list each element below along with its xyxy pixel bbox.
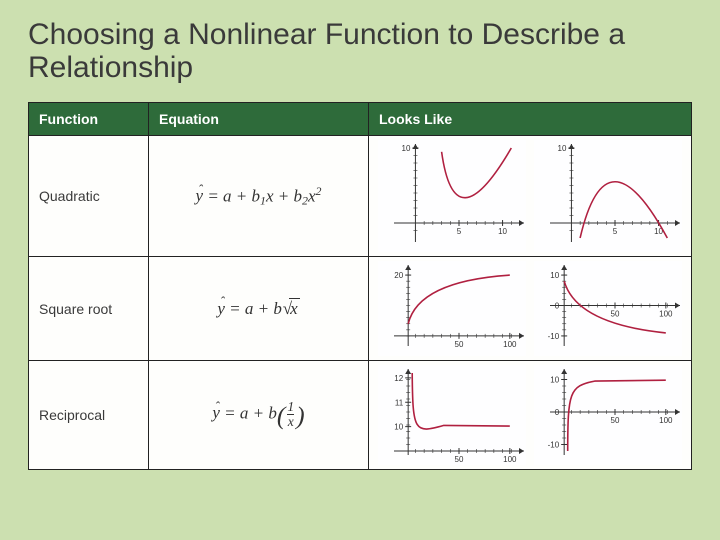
equation-reciprocal: y = a + b(1x) — [149, 361, 369, 470]
svg-text:100: 100 — [503, 455, 517, 464]
svg-text:-10: -10 — [548, 441, 560, 450]
functions-table: Function Equation Looks Like Quadratic y… — [28, 102, 692, 470]
svg-text:100: 100 — [659, 310, 673, 319]
fn-name-quadratic: Quadratic — [29, 136, 149, 257]
fn-name-sqrt: Square root — [29, 257, 149, 361]
table-row: Reciprocal y = a + b(1x) 50100101112 501… — [29, 361, 692, 470]
svg-text:10: 10 — [550, 271, 559, 280]
page-title: Choosing a Nonlinear Function to Describ… — [28, 18, 692, 84]
svg-text:0: 0 — [555, 408, 560, 417]
svg-text:10: 10 — [394, 423, 403, 432]
fn-name-reciprocal: Reciprocal — [29, 361, 149, 470]
svg-text:5: 5 — [457, 227, 462, 236]
equation-sqrt: y = a + bx — [149, 257, 369, 361]
table-row: Square root y = a + bx 50 100 20 50 100 -10 0… — [29, 257, 692, 361]
svg-text:10: 10 — [558, 144, 567, 153]
chart-quad-down: 51010 — [534, 140, 682, 252]
chart-quad-up: 5 10 10 — [378, 140, 526, 252]
svg-text:11: 11 — [395, 398, 404, 407]
chart-recip-left: 50 100 10 11 12 — [378, 365, 526, 465]
svg-text:10: 10 — [402, 144, 411, 153]
svg-text:20: 20 — [394, 271, 403, 280]
svg-text:10: 10 — [498, 227, 507, 236]
equation-quadratic: y = a + b1x + b2x2 — [149, 136, 369, 257]
chart-sqrt-dec: 50 100 -10 0 10 — [534, 261, 682, 356]
charts-quadratic: 5 10 10 5 10 10 — [369, 136, 692, 257]
chart-recip-right: 50 100 -10 0 10 — [534, 365, 682, 465]
svg-text:100: 100 — [659, 416, 673, 425]
chart-sqrt-inc: 50 100 20 — [378, 261, 526, 356]
col-equation: Equation — [149, 103, 369, 136]
charts-sqrt: 50 100 20 50 100 -10 0 10 — [369, 257, 692, 361]
svg-text:50: 50 — [611, 416, 620, 425]
svg-text:12: 12 — [394, 374, 403, 383]
svg-text:5: 5 — [613, 227, 618, 236]
svg-text:50: 50 — [455, 455, 464, 464]
svg-text:10: 10 — [550, 376, 559, 385]
svg-text:0: 0 — [555, 302, 560, 311]
table-row: Quadratic y = a + b1x + b2x2 5 10 10 5 10 10 — [29, 136, 692, 257]
svg-text:100: 100 — [503, 340, 517, 349]
svg-text:50: 50 — [611, 310, 620, 319]
svg-text:50: 50 — [455, 340, 464, 349]
col-looks: Looks Like — [369, 103, 692, 136]
col-function: Function — [29, 103, 149, 136]
svg-text:-10: -10 — [548, 332, 560, 341]
charts-reciprocal: 50 100 10 11 12 50 100 -10 0 10 — [369, 361, 692, 470]
